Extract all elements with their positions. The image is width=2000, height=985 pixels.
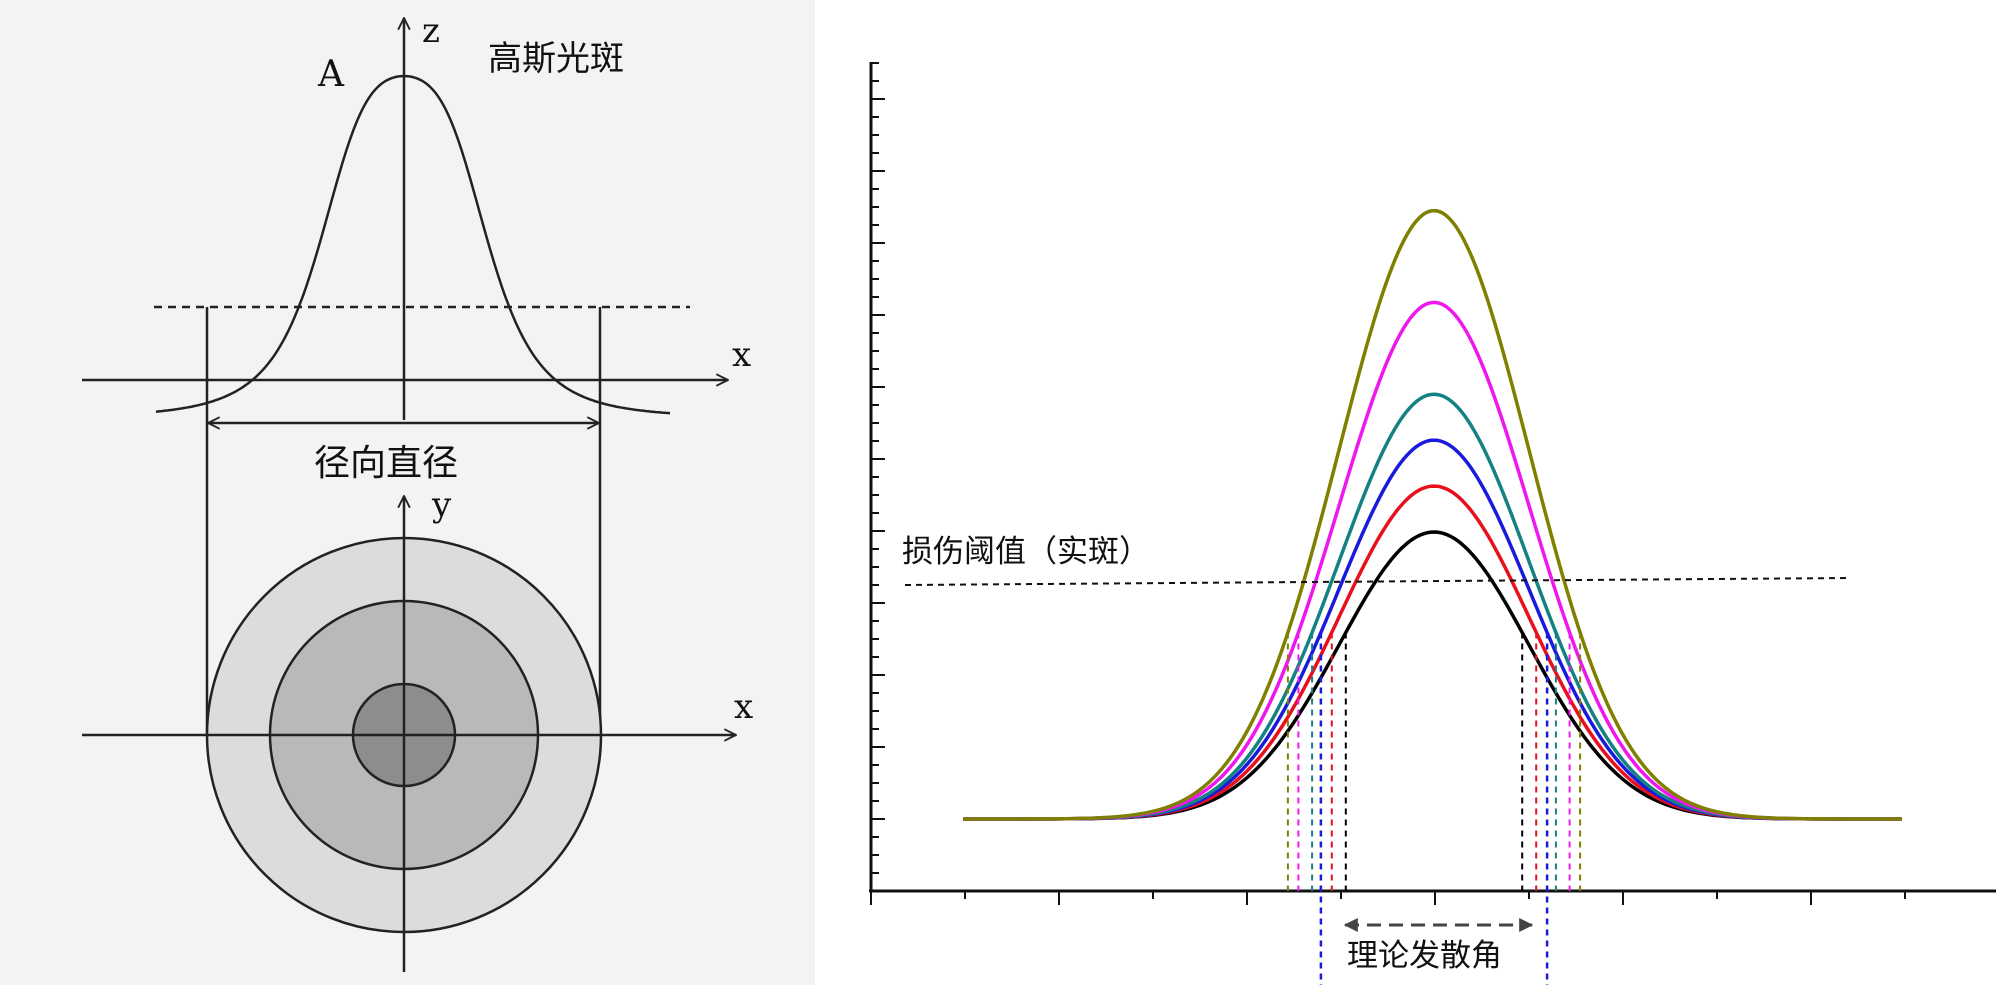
gaussian-curve-1	[963, 530, 1902, 821]
damage-threshold-line	[904, 577, 1851, 586]
right-panel: 损伤阈值（实斑） 理论发散角	[869, 62, 1996, 985]
gaussian-curves	[963, 208, 1902, 821]
gaussian-curve-6	[963, 208, 1902, 821]
gaussian-curve-4	[963, 392, 1902, 821]
peak-label-A: A	[317, 54, 345, 95]
threshold-crossing-lines	[1286, 632, 1582, 985]
z-axis-label: z	[422, 11, 440, 51]
left-panel: z A 高斯光斑 x 径向直径 y x	[0, 0, 815, 985]
right-y-ticks	[871, 62, 885, 892]
gaussian-curve-3	[963, 438, 1902, 821]
x-axis-bottom-label: x	[734, 687, 753, 727]
gaussian-spot-title: 高斯光斑	[488, 39, 624, 79]
right-x-ticks	[870, 891, 1906, 905]
damage-threshold-label: 损伤阈值（实斑）	[902, 534, 1150, 570]
radial-diameter-label: 径向直径	[314, 443, 458, 484]
y-axis-label: y	[431, 485, 452, 525]
x-axis-top-label: x	[732, 335, 751, 375]
divergence-angle-label: 理论发散角	[1347, 938, 1502, 974]
gaussian-profile-curve	[155, 74, 671, 415]
